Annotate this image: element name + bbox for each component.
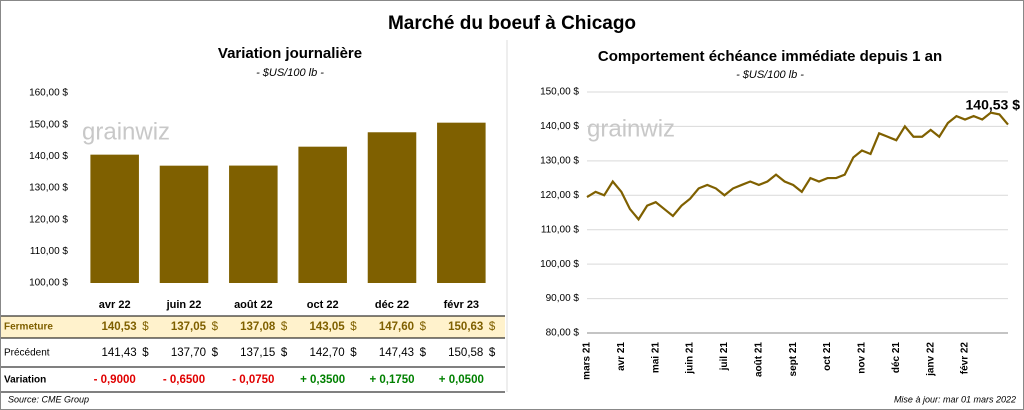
x-tick-label: juin 22 bbox=[166, 299, 202, 311]
x-tick-label: juin 21 bbox=[685, 342, 696, 375]
table-unit: $ bbox=[350, 347, 357, 359]
table-unit: $ bbox=[281, 321, 288, 333]
table-cell: 150,63 bbox=[448, 321, 483, 333]
x-tick-label: août 22 bbox=[234, 299, 273, 311]
chart-subtitle: - $US/100 lb - bbox=[256, 67, 324, 79]
y-tick-label: 130,00 $ bbox=[540, 155, 579, 166]
x-tick-label: avr 22 bbox=[99, 299, 131, 311]
x-tick-label: sept 21 bbox=[788, 342, 799, 377]
chart-title: Comportement échéance immédiate depuis 1… bbox=[598, 48, 942, 65]
table-unit: $ bbox=[489, 321, 496, 333]
table-unit: $ bbox=[420, 347, 427, 359]
x-tick-label: janv 22 bbox=[925, 342, 936, 377]
table-cell: - 0,9000 bbox=[94, 374, 136, 386]
table-cell: 140,53 bbox=[101, 321, 136, 333]
row-label: Variation bbox=[4, 375, 46, 386]
chart-title: Variation journalière bbox=[218, 45, 362, 62]
y-tick-label: 80,00 $ bbox=[546, 328, 580, 339]
chart-subtitle: - $US/100 lb - bbox=[736, 69, 804, 81]
row-label: Fermeture bbox=[4, 322, 53, 333]
table-cell: - 0,0750 bbox=[232, 374, 274, 386]
y-tick-label: 110,00 $ bbox=[541, 224, 580, 235]
table-cell: + 0,3500 bbox=[300, 374, 345, 386]
y-tick-label: 140,00 $ bbox=[29, 151, 68, 162]
table-cell: 141,43 bbox=[101, 347, 136, 359]
row-highlight bbox=[1, 316, 505, 338]
table-cell: 150,58 bbox=[448, 347, 483, 359]
y-tick-label: 90,00 $ bbox=[546, 293, 580, 304]
x-tick-label: août 21 bbox=[753, 342, 764, 377]
table-unit: $ bbox=[142, 347, 149, 359]
watermark: grainwiz bbox=[82, 118, 170, 145]
row-label: Précédent bbox=[4, 348, 50, 359]
table-cell: 137,08 bbox=[240, 321, 276, 333]
y-tick-label: 120,00 $ bbox=[29, 214, 68, 225]
table-cell: 137,70 bbox=[171, 347, 206, 359]
x-tick-label: nov 21 bbox=[857, 342, 868, 374]
table-cell: 142,70 bbox=[309, 347, 344, 359]
updated: Mise à jour: mar 01 mars 2022 bbox=[894, 394, 1016, 404]
x-tick-label: déc 22 bbox=[375, 299, 409, 311]
bar bbox=[367, 132, 417, 283]
y-tick-label: 110,00 $ bbox=[30, 246, 69, 257]
table-cell: 143,05 bbox=[309, 321, 345, 333]
table-unit: $ bbox=[420, 321, 427, 333]
watermark: grainwiz bbox=[587, 115, 675, 142]
table-cell: + 0,0500 bbox=[439, 374, 484, 386]
y-tick-label: 100,00 $ bbox=[29, 278, 68, 289]
table-unit: $ bbox=[142, 321, 149, 333]
bar bbox=[159, 165, 209, 283]
source: Source: CME Group bbox=[8, 394, 89, 404]
bar bbox=[90, 154, 139, 283]
main-title: Marché du boeuf à Chicago bbox=[388, 13, 636, 34]
table-unit: $ bbox=[350, 321, 357, 333]
x-tick-label: févr 23 bbox=[444, 299, 479, 311]
table-cell: 147,43 bbox=[379, 347, 414, 359]
x-tick-label: oct 21 bbox=[822, 342, 833, 371]
y-tick-label: 100,00 $ bbox=[540, 259, 579, 270]
bar bbox=[437, 122, 486, 284]
x-tick-label: juil 21 bbox=[719, 342, 730, 372]
table-unit: $ bbox=[489, 347, 496, 359]
table-unit: $ bbox=[212, 347, 219, 359]
table-cell: 137,05 bbox=[171, 321, 207, 333]
table-unit: $ bbox=[281, 347, 288, 359]
annotation: 140,53 $ bbox=[966, 96, 1021, 112]
x-tick-label: avr 21 bbox=[616, 342, 627, 371]
y-tick-label: 150,00 $ bbox=[540, 87, 579, 98]
y-tick-label: 150,00 $ bbox=[29, 119, 68, 130]
y-tick-label: 140,00 $ bbox=[540, 121, 579, 132]
x-tick-label: mars 21 bbox=[582, 342, 593, 380]
x-tick-label: déc 21 bbox=[891, 342, 902, 374]
y-tick-label: 120,00 $ bbox=[540, 190, 579, 201]
table-cell: - 0,6500 bbox=[163, 374, 205, 386]
bar bbox=[298, 146, 347, 283]
y-tick-label: 160,00 $ bbox=[29, 88, 68, 99]
table-cell: + 0,1750 bbox=[369, 374, 414, 386]
x-tick-label: févr 22 bbox=[960, 342, 971, 375]
x-tick-label: mai 21 bbox=[650, 342, 661, 374]
table-unit: $ bbox=[212, 321, 219, 333]
x-tick-label: oct 22 bbox=[307, 299, 339, 311]
bar bbox=[229, 165, 278, 283]
table-cell: 137,15 bbox=[240, 347, 275, 359]
y-tick-label: 130,00 $ bbox=[29, 183, 68, 194]
line bbox=[586, 111, 1009, 222]
table-cell: 147,60 bbox=[379, 321, 414, 333]
